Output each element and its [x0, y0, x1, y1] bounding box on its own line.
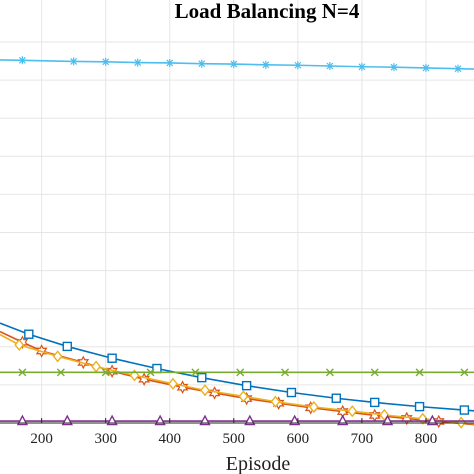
data-point	[270, 395, 281, 408]
data-point	[426, 414, 439, 426]
data-point	[459, 405, 470, 415]
data-point	[107, 353, 117, 363]
x-tick-label: 600	[287, 431, 310, 447]
data-point	[347, 405, 358, 418]
data-point	[61, 414, 73, 426]
data-point	[16, 335, 29, 350]
data-point	[453, 64, 462, 73]
data-point	[381, 414, 394, 426]
data-point	[199, 414, 211, 426]
data-point	[191, 368, 200, 377]
data-point	[133, 58, 142, 67]
data-point	[229, 60, 238, 69]
series-5	[0, 368, 474, 377]
data-point	[154, 414, 166, 426]
series-line	[0, 59, 474, 70]
data-point	[357, 62, 366, 71]
data-point	[165, 58, 174, 67]
data-point	[238, 390, 249, 403]
x-tick-label: 700	[351, 431, 374, 447]
data-point	[69, 57, 78, 66]
data-point	[244, 414, 256, 426]
data-point	[414, 401, 425, 412]
data-point	[52, 350, 63, 363]
x-tick-label: 200	[30, 431, 53, 447]
data-point	[200, 384, 210, 397]
data-point	[337, 414, 349, 426]
data-point	[101, 57, 110, 66]
series-2	[0, 322, 474, 415]
series-line	[0, 330, 474, 426]
x-tick-label: 800	[415, 431, 438, 447]
data-point	[56, 368, 65, 377]
x-axis-label: Episode	[226, 453, 291, 474]
data-point	[421, 63, 430, 72]
data-point	[325, 62, 334, 71]
data-point	[389, 63, 398, 72]
data-point	[370, 368, 379, 377]
data-point	[281, 368, 290, 377]
data-point	[400, 411, 413, 426]
data-point	[18, 56, 27, 65]
data-point	[101, 368, 110, 377]
data-point	[197, 372, 207, 383]
data-point	[370, 397, 380, 408]
data-point	[325, 368, 334, 377]
series-4	[0, 333, 474, 429]
data-point	[236, 368, 245, 377]
x-tick-label: 300	[94, 431, 117, 447]
data-point	[241, 380, 252, 391]
data-point	[331, 393, 341, 403]
x-tick-label: 500	[223, 431, 246, 447]
data-point	[261, 60, 270, 69]
data-point	[106, 414, 118, 426]
data-point	[62, 341, 72, 352]
x-tick-layer: 200 300 400 500 600 700 800	[30, 418, 437, 447]
data-point	[293, 61, 302, 70]
data-point	[208, 386, 221, 400]
data-point	[16, 414, 29, 426]
data-point	[288, 414, 301, 426]
data-point	[24, 329, 34, 339]
data-point	[18, 368, 27, 377]
series-1	[0, 56, 474, 73]
series-layer	[0, 56, 474, 429]
data-point	[197, 59, 206, 68]
series-6	[0, 414, 474, 426]
x-tick-label: 400	[158, 431, 181, 447]
chart-title: Load Balancing N=4	[175, 0, 360, 23]
data-point	[168, 377, 178, 390]
data-point	[460, 368, 469, 377]
data-point	[146, 368, 155, 377]
data-point	[308, 400, 319, 414]
data-point	[152, 363, 162, 374]
data-point	[415, 368, 424, 377]
data-point	[14, 338, 25, 352]
data-point	[286, 387, 297, 398]
